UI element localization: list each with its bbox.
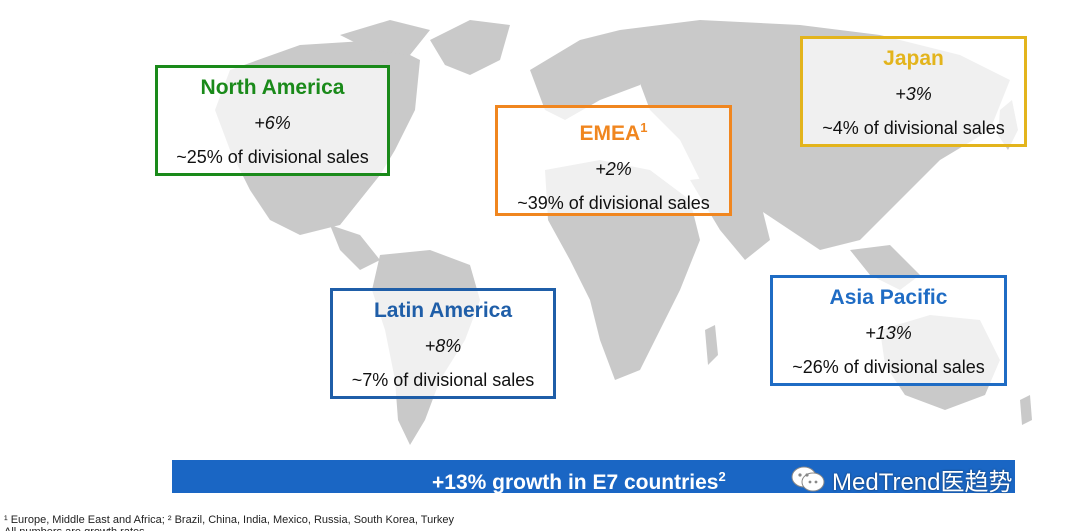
region-share: ~26% of divisional sales: [792, 357, 985, 377]
region-title: North America: [200, 76, 345, 99]
asia-pacific-box: Asia Pacific +13% ~26% of divisional sal…: [770, 275, 1007, 386]
region-title: EMEA1: [579, 120, 648, 145]
footnote-line-2: All numbers are growth rates: [4, 526, 145, 531]
banner-text: +13% growth in E7 countries2: [432, 469, 726, 494]
e7-growth-banner: +13% growth in E7 countries2: [172, 460, 1015, 494]
region-growth: +6%: [254, 113, 291, 133]
footnote-marker: 2: [718, 469, 726, 484]
region-title: Latin America: [373, 299, 513, 322]
watermark-text: MedTrend医趋势: [832, 468, 1013, 496]
footnote-line-1: ¹ Europe, Middle East and Africa; ² Braz…: [4, 514, 454, 526]
region-title: Asia Pacific: [829, 286, 948, 309]
region-title: Japan: [883, 47, 944, 70]
region-share: ~39% of divisional sales: [517, 193, 710, 213]
wechat-icon: [791, 466, 825, 492]
latin-america-box: Latin America +8% ~7% of divisional sale…: [330, 288, 556, 399]
region-growth: +2%: [595, 159, 632, 179]
emea-box: EMEA1 +2% ~39% of divisional sales: [495, 105, 732, 216]
japan-box: Japan +3% ~4% of divisional sales: [800, 36, 1027, 147]
watermark: MedTrend医趋势: [790, 462, 1013, 496]
region-growth: +13%: [865, 323, 912, 343]
region-share: ~4% of divisional sales: [822, 118, 1005, 138]
region-share: ~25% of divisional sales: [176, 147, 369, 167]
north-america-box: North America +6% ~25% of divisional sal…: [155, 65, 390, 176]
footnote-marker: 1: [640, 120, 648, 135]
region-share: ~7% of divisional sales: [351, 370, 535, 390]
region-growth: +3%: [895, 84, 932, 104]
region-growth: +8%: [424, 336, 462, 356]
